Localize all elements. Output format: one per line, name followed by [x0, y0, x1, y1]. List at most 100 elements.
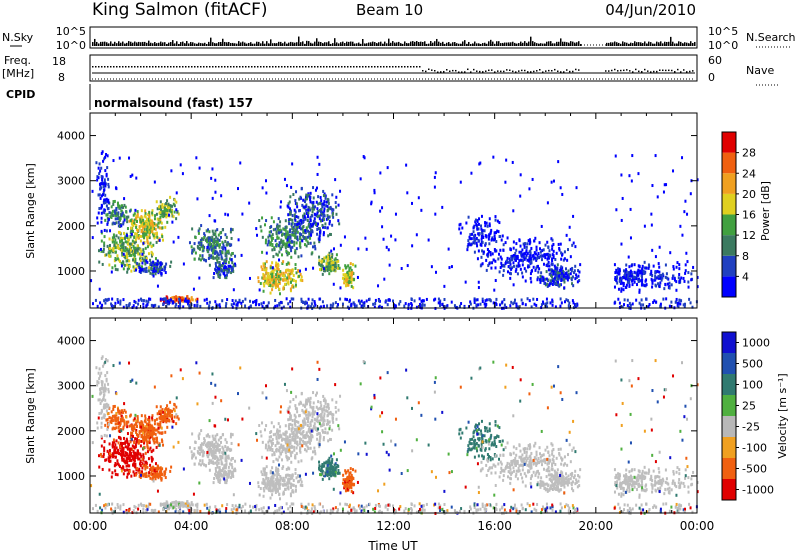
velocity-cell: [122, 466, 125, 470]
velocity-cell: [120, 452, 123, 456]
power-cell: [663, 183, 666, 187]
power-cell: [485, 235, 488, 239]
noise-bar: [528, 41, 530, 46]
velocity-cell: [133, 446, 136, 450]
power-cell: [294, 230, 297, 234]
velocity-cell: [134, 456, 137, 460]
power-cell: [518, 250, 521, 254]
power-cell: [121, 251, 124, 255]
power-cell: [658, 265, 661, 269]
power-cell: [217, 275, 220, 279]
noise-bar: [216, 43, 218, 46]
noise-bar: [496, 41, 498, 46]
velocity-cell: [203, 463, 206, 467]
power-cell: [146, 260, 149, 264]
power-cell: [287, 236, 290, 240]
velocity-cell: [217, 443, 220, 447]
power-cell: [118, 247, 121, 251]
noise-bar: [574, 42, 576, 46]
power-cell: [265, 281, 268, 285]
power-cell: [226, 242, 229, 246]
power-cell: [286, 240, 289, 244]
power-cell: [263, 262, 266, 266]
velocity-cell: [120, 414, 123, 418]
power-cell: [97, 176, 100, 180]
power-cell: [521, 248, 524, 252]
power-cell: [441, 302, 444, 306]
power-cell: [323, 266, 326, 270]
power-cell: [143, 235, 146, 239]
power-cell: [322, 231, 325, 235]
freq-dot: [95, 66, 97, 68]
power-cell: [497, 257, 500, 261]
power-cell: [378, 299, 381, 303]
power-cell: [192, 247, 195, 251]
freq-dot: [293, 66, 295, 68]
power-cell: [629, 207, 632, 211]
power-cell: [292, 227, 295, 231]
noise-bar: [128, 41, 130, 46]
power-cell: [278, 301, 281, 305]
freq-dot: [389, 66, 391, 68]
power-cell: [559, 268, 562, 272]
power-cell: [643, 284, 646, 288]
power-cell: [546, 282, 549, 286]
power-cell: [117, 224, 120, 228]
power-cell: [267, 240, 270, 244]
power-cell: [481, 299, 484, 303]
noise-bar: [350, 41, 352, 46]
power-cell: [489, 253, 492, 257]
power-cell: [635, 298, 638, 302]
noise-bar: [516, 43, 518, 46]
power-cell: [163, 209, 166, 213]
velocity-cell: [222, 450, 225, 454]
power-cell: [491, 237, 494, 241]
power-cell: [489, 251, 492, 255]
freq-dot: [449, 70, 451, 73]
noise-bar: [646, 43, 648, 46]
power-cell: [407, 302, 410, 306]
power-cell: [126, 270, 129, 274]
power-cell: [275, 273, 278, 277]
power-cell: [196, 303, 199, 307]
power-cell: [128, 219, 131, 223]
beam-title: Beam 10: [356, 1, 424, 19]
power-cell: [267, 239, 270, 243]
power-cell: [502, 269, 505, 273]
power-cell: [477, 303, 480, 307]
power-cell: [269, 243, 272, 247]
power-cell: [522, 255, 525, 259]
power-cell: [224, 246, 227, 250]
power-cell: [682, 303, 685, 307]
power-cell: [126, 220, 129, 224]
power-cell: [434, 270, 437, 274]
velocity-cell: [159, 420, 162, 424]
velocity-cell: [166, 404, 169, 408]
power-cell: [311, 222, 314, 226]
power-cell: [152, 304, 155, 308]
power-cell: [218, 270, 221, 274]
power-cell: [670, 300, 673, 304]
power-cell: [517, 264, 520, 268]
power-cell: [304, 267, 307, 271]
power-cell: [481, 229, 484, 233]
velocity-cell: [198, 451, 201, 455]
power-cell: [217, 253, 220, 257]
velocity-cell: [124, 410, 127, 414]
velocity-cell: [202, 442, 205, 446]
power-cell: [126, 235, 129, 239]
noise-bar: [246, 43, 248, 46]
power-cell: [116, 254, 119, 258]
power-cell: [334, 261, 337, 265]
power-cell: [558, 246, 561, 250]
power-cell: [546, 252, 549, 256]
power-cell: [324, 194, 327, 198]
velocity-cell: [217, 438, 220, 442]
power-cell: [576, 280, 579, 284]
power-cell: [230, 271, 233, 275]
velocity-cell: [146, 465, 149, 469]
freq-dot: [629, 70, 631, 72]
velocity-cell: [128, 464, 131, 468]
power-cell: [269, 291, 272, 295]
power-cell: [638, 288, 641, 292]
